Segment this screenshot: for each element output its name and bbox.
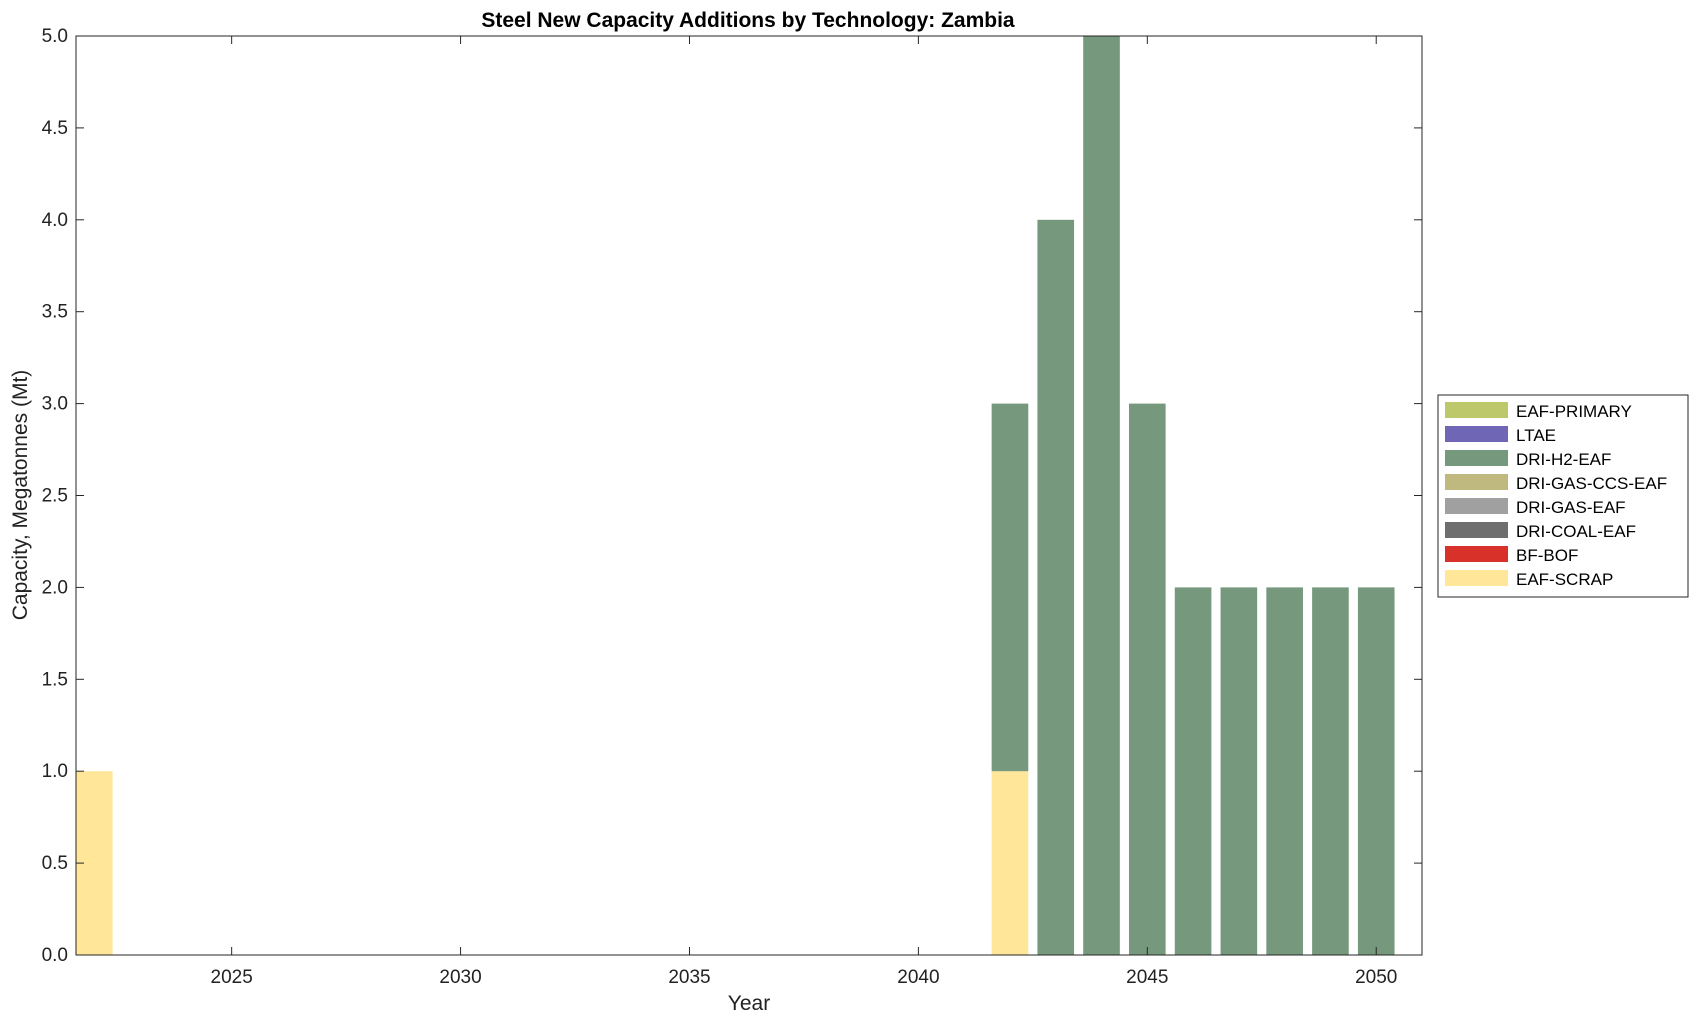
y-axis-label: Capacity, Megatonnes (Mt): [9, 370, 32, 621]
y-tick-label: 0.0: [42, 945, 68, 966]
legend-swatch-eaf-scrap: [1445, 570, 1508, 586]
bar-dri-h2-eaf-2046: [1174, 587, 1212, 955]
y-tick-label: 2.0: [42, 577, 68, 598]
y-tick-label: 4.5: [42, 118, 68, 139]
x-tick-label: 2030: [439, 967, 481, 988]
bar-dri-h2-eaf-2045: [1128, 403, 1166, 956]
legend-label-dri-h2-eaf: DRI-H2-EAF: [1516, 450, 1611, 469]
y-tick-label: 3.5: [42, 302, 68, 323]
x-tick-label: 2045: [1126, 967, 1168, 988]
legend-swatch-eaf-primary: [1445, 402, 1508, 418]
legend-label-bf-bof: BF-BOF: [1516, 546, 1578, 565]
x-tick-label: 2025: [211, 967, 253, 988]
x-tick-label: 2050: [1355, 967, 1397, 988]
legend-label-eaf-primary: EAF-PRIMARY: [1516, 402, 1632, 421]
chart-title: Steel New Capacity Additions by Technolo…: [481, 9, 1015, 32]
legend-swatch-ltae: [1445, 426, 1508, 442]
legend-label-ltae: LTAE: [1516, 426, 1556, 445]
x-tick-label: 2040: [897, 967, 939, 988]
bar-dri-h2-eaf-2049: [1312, 587, 1349, 955]
legend-label-dri-gas-eaf: DRI-GAS-EAF: [1516, 498, 1626, 517]
y-tick-label: 0.5: [42, 853, 68, 874]
bar-eaf-scrap-2042: [991, 771, 1029, 955]
bar-dri-h2-eaf-2042: [991, 403, 1029, 772]
legend-swatch-dri-coal-eaf: [1445, 522, 1508, 538]
legend-swatch-dri-h2-eaf: [1445, 450, 1508, 466]
legend-swatch-dri-gas-ccs-eaf: [1445, 474, 1508, 490]
axis-ticks: 2025 2030 2035 2040 2045 2050 0.0 0.5 1.0 1.5 2.0 2…: [42, 26, 1422, 988]
x-tick-label: 2035: [668, 967, 710, 988]
legend-label-dri-gas-ccs-eaf: DRI-GAS-CCS-EAF: [1516, 474, 1667, 493]
plot-frame: [75, 35, 1423, 956]
y-tick-label: 3.0: [42, 394, 68, 415]
bar-dri-h2-eaf-2043: [1037, 219, 1075, 956]
legend-label-dri-coal-eaf: DRI-COAL-EAF: [1516, 522, 1636, 541]
bar-dri-h2-eaf-2050: [1357, 587, 1395, 955]
legend-swatch-dri-gas-eaf: [1445, 498, 1508, 514]
y-tick-label: 4.0: [42, 210, 68, 231]
bar-dri-h2-eaf-2048: [1266, 587, 1303, 955]
y-tick-label: 5.0: [42, 26, 68, 47]
y-tick-label: 1.0: [42, 761, 68, 782]
y-tick-label: 1.5: [42, 669, 68, 690]
legend-swatch-bf-bof: [1445, 546, 1508, 562]
legend: EAF-PRIMARY LTAE DRI-H2-EAF DRI-GAS-CCS-EAF…: [1437, 394, 1689, 598]
x-axis-label: Year: [728, 992, 770, 1015]
bar-dri-h2-eaf-2047: [1220, 587, 1258, 955]
y-tick-label: 2.5: [42, 486, 68, 507]
bars-group: [76, 36, 1395, 956]
bar-dri-h2-eaf-2044: [1083, 36, 1120, 955]
legend-label-eaf-scrap: EAF-SCRAP: [1516, 570, 1613, 589]
legend-box: [1437, 394, 1689, 598]
